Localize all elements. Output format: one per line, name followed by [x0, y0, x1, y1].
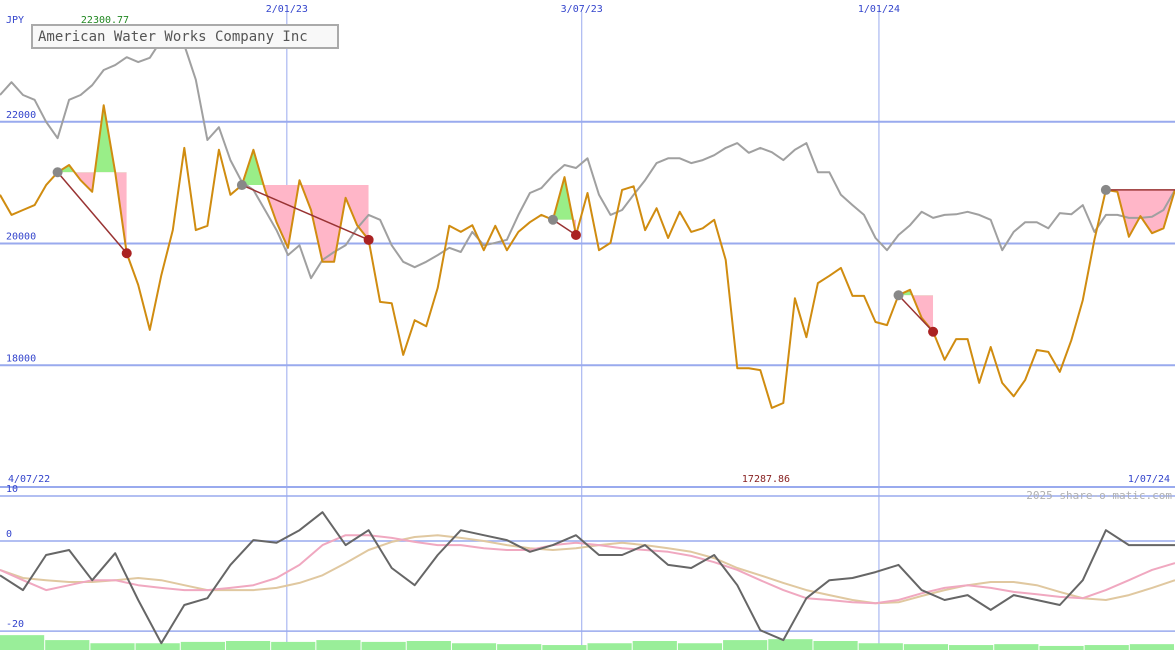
volume-bar — [135, 643, 180, 650]
trade-area — [241, 149, 369, 186]
volume-bar — [813, 640, 858, 650]
start-date: 4/07/22 — [8, 474, 50, 485]
volume-bar — [677, 643, 723, 650]
trade-entry — [236, 180, 247, 191]
x-tick-label: 3/07/23 — [561, 4, 603, 15]
min-label: 17287.86 — [742, 474, 790, 485]
y-tick-label: 18000 — [6, 353, 36, 364]
x-tick-label: 2/01/23 — [266, 4, 308, 15]
volume-bar — [0, 635, 45, 650]
labels: JPY 22300.77 17287.86 4/07/22 1/07/24 20… — [6, 15, 1172, 502]
volume-bar — [587, 643, 632, 650]
y-tick-label: 20000 — [6, 232, 36, 243]
trade-entry — [893, 290, 904, 301]
volume-bar — [451, 643, 497, 650]
currency-label: JPY — [6, 15, 24, 26]
volume-bar — [1084, 645, 1129, 650]
series-line — [0, 534, 1175, 605]
volume-bar — [903, 644, 949, 650]
volume-bar — [858, 643, 903, 650]
trade-entry — [1100, 184, 1111, 195]
trade-entry — [547, 214, 558, 225]
volume-bar — [542, 645, 587, 650]
y-tick-label: 22000 — [6, 110, 36, 121]
volume-bar — [406, 640, 451, 650]
max-label: 22300.77 — [81, 15, 129, 26]
volume-bar — [768, 639, 813, 650]
trade-exit — [928, 326, 939, 337]
trade-line — [241, 184, 369, 241]
legend-label: American Water Works Company Inc — [38, 29, 308, 45]
y-tick-label: 0 — [6, 529, 12, 540]
y-tick-label: -20 — [6, 619, 24, 630]
volume-bar — [90, 643, 135, 650]
credit: 2025 share-o-matic.com — [1026, 489, 1172, 502]
volume-bar — [45, 640, 90, 650]
trade-exit — [570, 229, 581, 240]
volume-bar — [361, 641, 406, 650]
end-date: 1/07/24 — [1128, 474, 1170, 485]
volume-bar — [316, 640, 361, 650]
trade-entry — [52, 167, 63, 178]
series-line — [0, 34, 1175, 280]
plot — [0, 34, 1175, 650]
trade-exit — [121, 248, 132, 259]
trade-line — [57, 171, 128, 254]
y-tick-label: 10 — [6, 484, 18, 495]
grid: 2/01/23 3/07/23 1/01/24 18000 20000 22000 -20 0… — [0, 4, 1175, 650]
volume-bar — [949, 645, 994, 650]
volume-bar — [632, 640, 677, 650]
series-line — [0, 511, 1175, 645]
legend-box — [31, 24, 339, 49]
trade-exit — [363, 234, 374, 245]
volume-bar — [271, 641, 316, 650]
trade-area — [1105, 189, 1175, 237]
volume-bar — [1039, 645, 1084, 650]
trade-area — [898, 295, 934, 332]
volume-bar — [994, 644, 1039, 650]
x-tick-label: 1/01/24 — [858, 4, 900, 15]
volume-bar — [1129, 644, 1174, 650]
trade-line — [897, 294, 934, 333]
volume-bar — [497, 644, 542, 650]
volume-bar — [180, 641, 225, 650]
trade-area — [57, 105, 127, 173]
volume-bar — [723, 640, 768, 650]
volume-bar — [225, 640, 271, 650]
series-line — [0, 104, 1175, 409]
